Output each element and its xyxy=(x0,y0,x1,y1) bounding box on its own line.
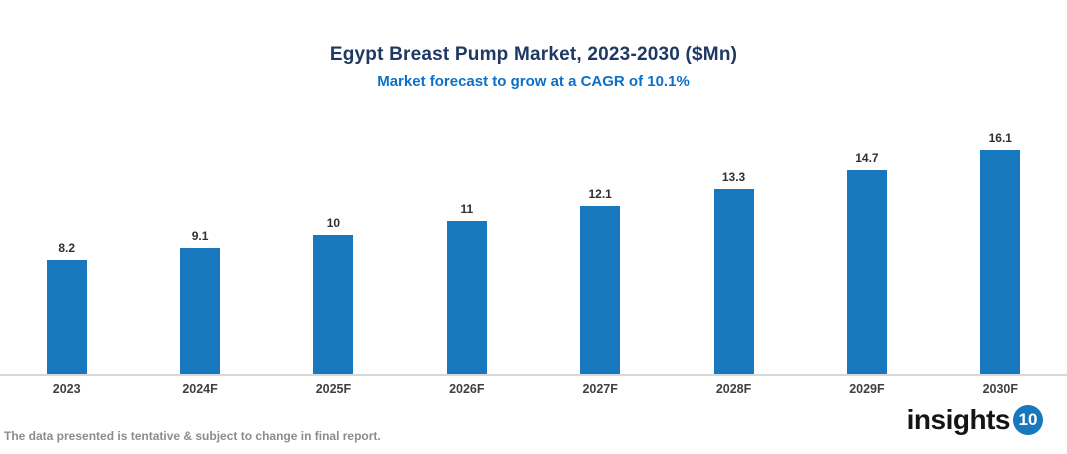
bar xyxy=(46,260,87,374)
bar-value-label: 8.2 xyxy=(58,241,76,255)
bar-column: 12.1 xyxy=(534,130,667,374)
bar-column: 9.1 xyxy=(133,130,266,374)
x-axis-line xyxy=(0,374,1067,376)
bar-value-label: 16.1 xyxy=(988,131,1012,145)
bar-column: 11 xyxy=(400,130,533,374)
category-label: 2028F xyxy=(715,382,752,396)
bar-column: 14.7 xyxy=(800,130,933,374)
bar-column: 8.2 xyxy=(0,130,133,374)
category-label: 2030F xyxy=(982,382,1019,396)
disclaimer-text: The data presented is tentative & subjec… xyxy=(4,429,381,443)
category-label: 2024F xyxy=(182,382,218,396)
category-label: 2023 xyxy=(52,382,81,396)
logo-text: insights xyxy=(906,404,1011,435)
bars-row: 8.2 9.1 10 11 12.1 13.3 14.7 16.1 xyxy=(0,130,1067,374)
bar-value-label: 10 xyxy=(326,216,341,230)
category-label: 2027F xyxy=(582,382,618,396)
bar-column: 10 xyxy=(267,130,400,374)
bar xyxy=(580,206,621,374)
bar xyxy=(180,248,221,374)
chart-title: Egypt Breast Pump Market, 2023-2030 ($Mn… xyxy=(329,44,738,65)
insights10-logo: insights 10 xyxy=(907,404,1043,436)
bar-chart: 8.2 9.1 10 11 12.1 13.3 14.7 16.1 2023 2024F 2025… xyxy=(0,130,1067,396)
bar-value-label: 14.7 xyxy=(855,151,879,165)
category-labels-row: 2023 2024F 2025F 2026F 2027F 2028F 2029F 2030F xyxy=(0,376,1067,396)
logo-badge: 10 xyxy=(1013,405,1043,435)
bar xyxy=(980,150,1021,374)
bar-value-label: 13.3 xyxy=(721,170,746,184)
category-label: 2025F xyxy=(315,382,352,396)
bar xyxy=(846,170,887,374)
bar-column: 16.1 xyxy=(934,130,1067,374)
bar xyxy=(313,235,354,374)
bar-column: 13.3 xyxy=(667,130,800,374)
bar xyxy=(713,189,754,374)
bar xyxy=(446,221,487,374)
chart-subtitle: Market forecast to grow at a CAGR of 10.… xyxy=(377,73,690,90)
bar-value-label: 12.1 xyxy=(588,187,612,201)
category-label: 2029F xyxy=(849,382,885,396)
category-label: 2026F xyxy=(449,382,485,396)
bar-value-label: 11 xyxy=(460,202,474,216)
bar-value-label: 9.1 xyxy=(191,229,209,243)
